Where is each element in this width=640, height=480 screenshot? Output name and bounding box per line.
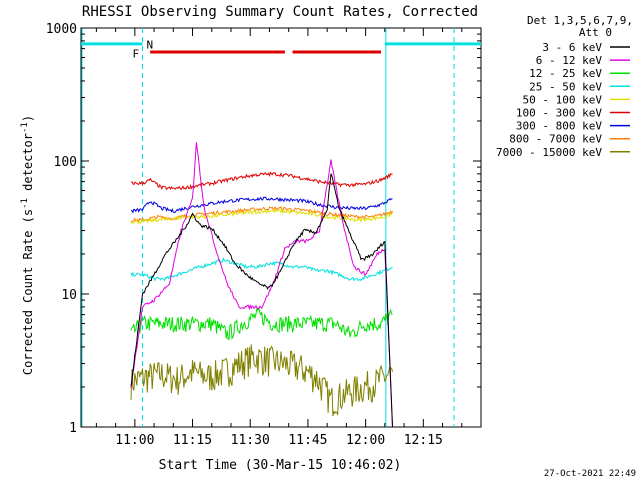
timestamp: 27-Oct-2021 22:49 [544,469,636,479]
series-line-6 [131,196,393,214]
x-tick-label: 12:00 [346,433,385,448]
series-layer [130,142,393,428]
series-line-3 [130,257,393,282]
legend-header-line2: Att 0 [579,26,612,39]
legend-entry-label: 50 - 100 keV [523,93,603,106]
series-line-0 [130,173,393,428]
legend-entry-label: 100 - 300 keV [516,107,602,120]
y-tick-label: 100 [54,155,77,170]
y-tick-label: 10 [61,288,77,303]
flare-flag-label: F [133,48,140,61]
x-tick-label: 12:15 [404,433,443,448]
x-axis-label: Start Time (30-Mar-15 10:46:02) [159,458,402,473]
legend-entry-label: 300 - 800 keV [516,120,602,133]
y-tick-label: 1 [69,421,77,436]
plot-border [80,27,482,428]
series-line-4 [130,207,393,225]
series-line-8 [130,344,393,417]
series-line-5 [130,171,393,191]
legend-entry-label: 25 - 50 keV [529,80,602,93]
legend-entry-label: 12 - 25 keV [529,67,602,80]
series-line-1 [130,142,393,428]
night-flag-label: N [147,39,154,52]
legend-entry-label: 800 - 7000 keV [509,133,602,146]
legend-entry-label: 7000 - 15000 keV [496,146,602,159]
chart-title: RHESSI Observing Summary Count Rates, Co… [82,4,478,20]
axes: 1 10 100 1000 11:00 11:15 11:30 11:45 12:00 12:15 [46,22,481,448]
x-tick-label: 11:30 [231,433,270,448]
series-line-2 [130,306,393,340]
legend-entry-label: 3 - 6 keV [542,41,602,54]
observation-bands: NF [81,28,481,427]
legend-entry-label: 6 - 12 keV [536,54,603,67]
x-tick-label: 11:00 [115,433,154,448]
y-tick-label: 1000 [46,22,77,37]
x-tick-label: 11:45 [288,433,327,448]
y-axis-label: Corrected Count Rate (s-1 detector-1) [20,115,35,375]
plot-area [80,27,482,428]
legend-header-line1: Det 1,3,5,6,7,9, [527,14,633,27]
x-tick-label: 11:15 [173,433,212,448]
